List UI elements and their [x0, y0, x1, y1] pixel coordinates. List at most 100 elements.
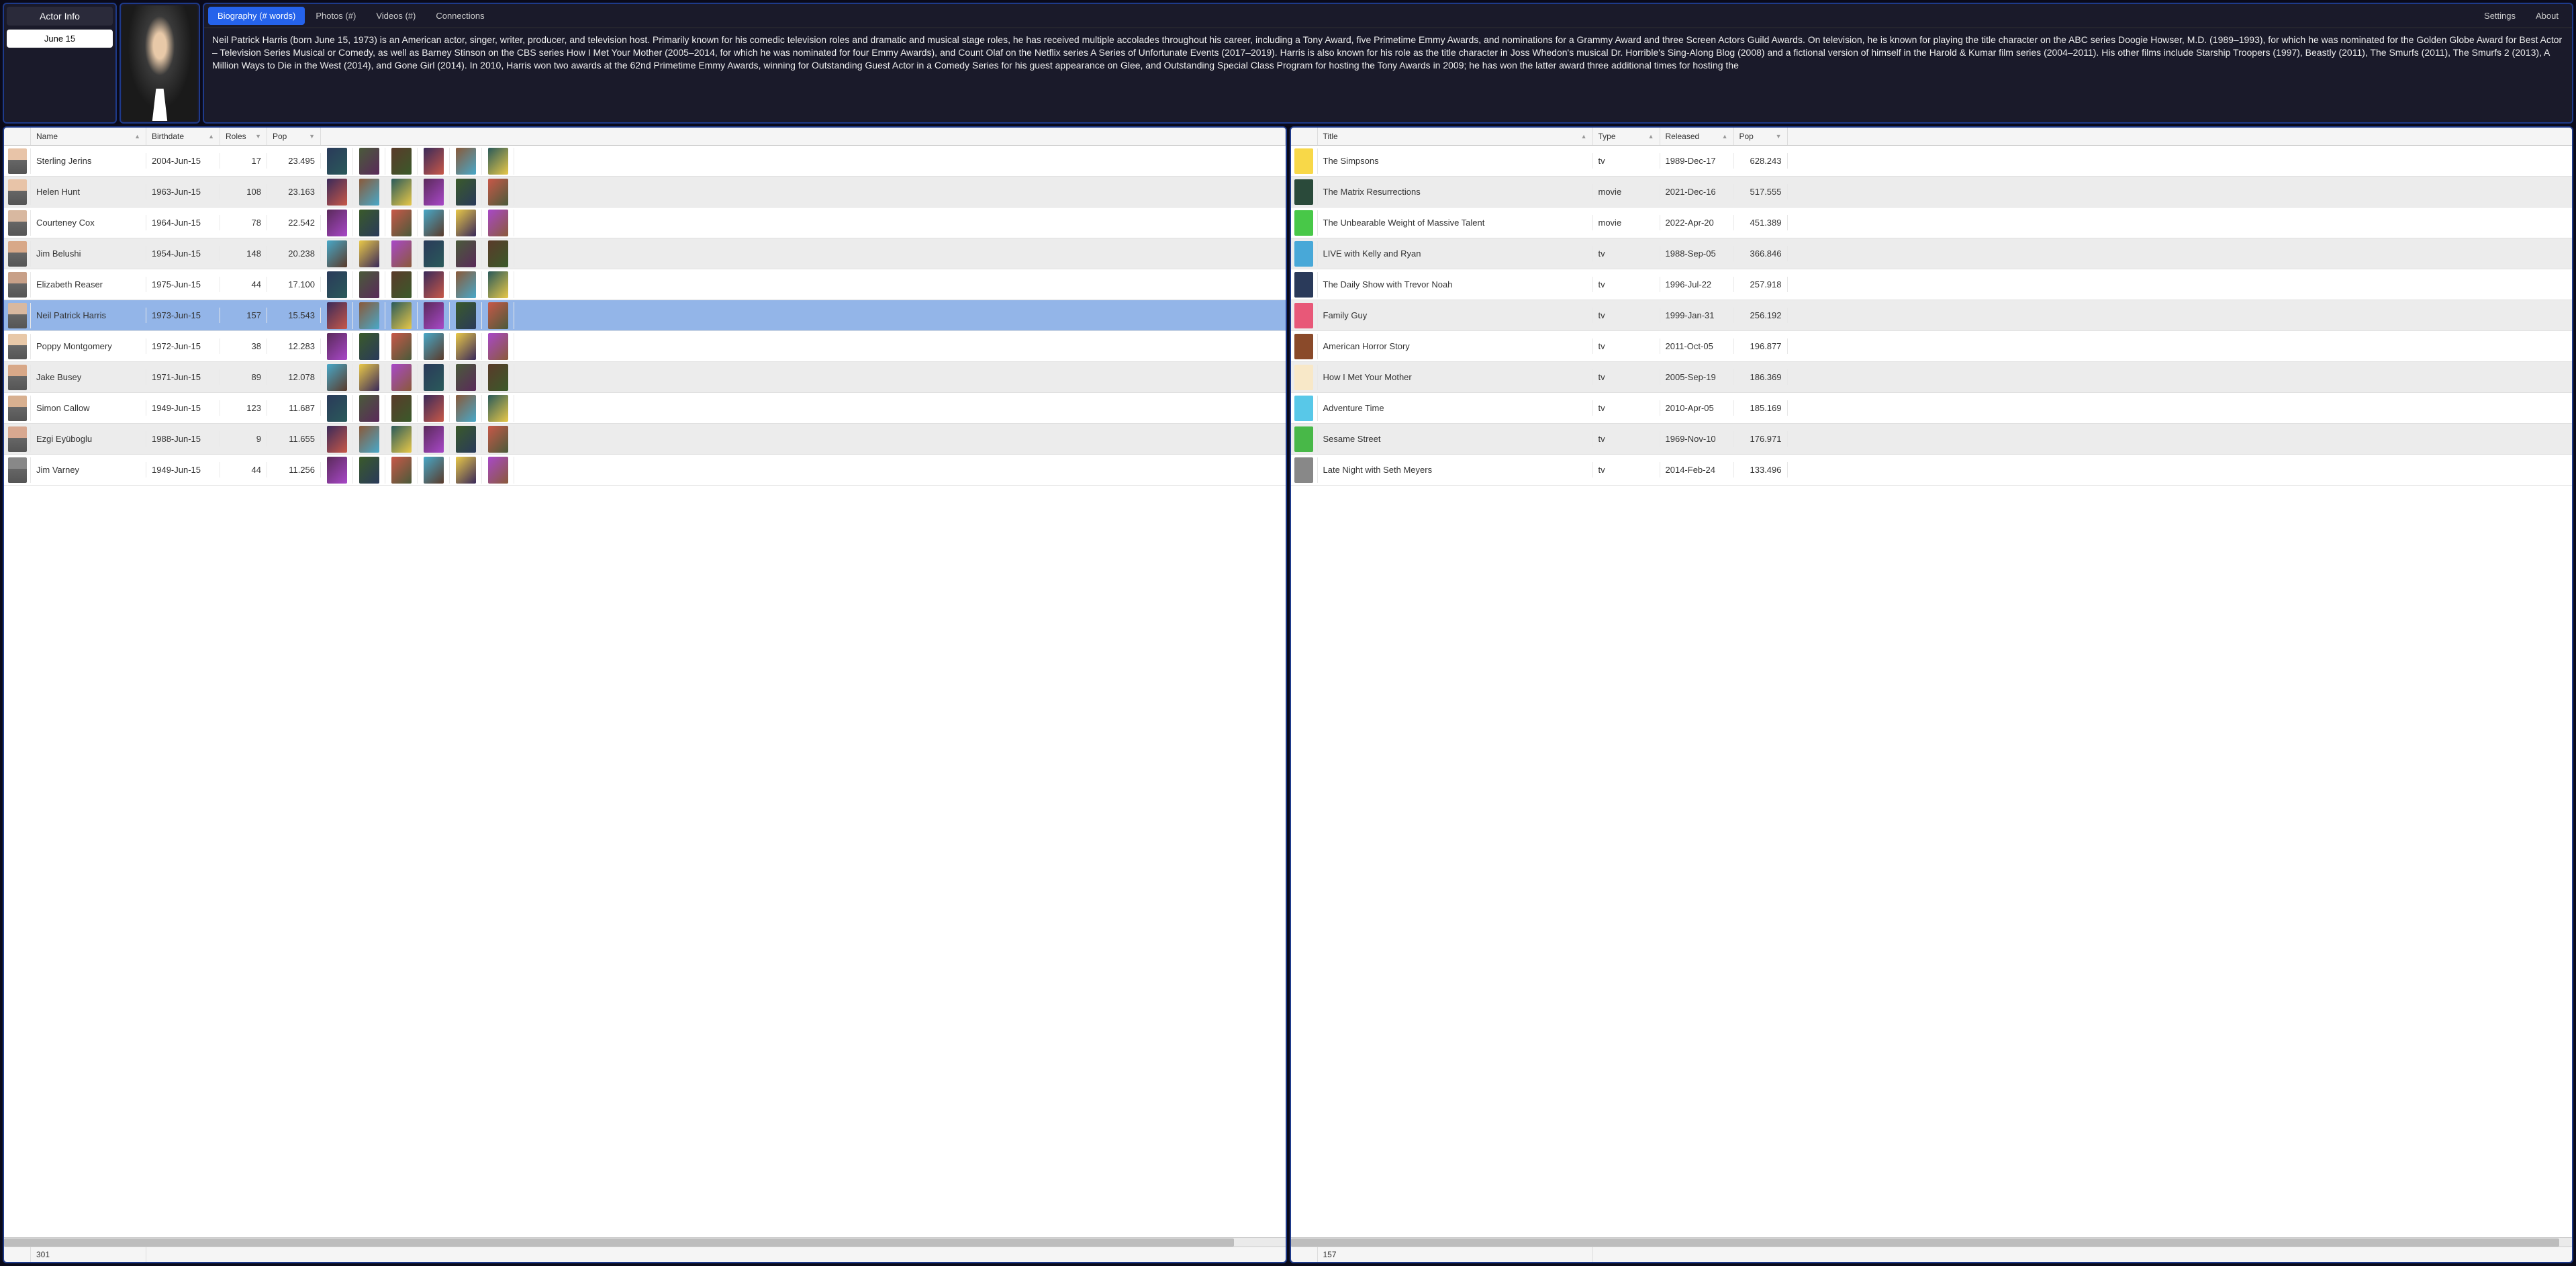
role-poster[interactable] — [327, 364, 347, 391]
role-poster[interactable] — [488, 148, 508, 175]
actor-row[interactable]: Helen Hunt1963-Jun-1510823.163 — [4, 177, 1286, 208]
role-poster[interactable] — [359, 302, 379, 329]
role-poster[interactable] — [327, 148, 347, 175]
col-title[interactable]: Title▲ — [1318, 128, 1593, 145]
title-row[interactable]: How I Met Your Mothertv2005-Sep-19186.36… — [1291, 362, 2573, 393]
actor-row[interactable]: Courteney Cox1964-Jun-157822.542 — [4, 208, 1286, 238]
role-poster[interactable] — [424, 457, 444, 484]
col-name[interactable]: Name▲ — [31, 128, 146, 145]
role-poster[interactable] — [424, 302, 444, 329]
actor-row[interactable]: Poppy Montgomery1972-Jun-153812.283 — [4, 331, 1286, 362]
tab-biography[interactable]: Biography (# words) — [208, 7, 305, 25]
role-poster[interactable] — [391, 302, 412, 329]
role-poster[interactable] — [359, 333, 379, 360]
role-poster[interactable] — [391, 271, 412, 298]
role-poster[interactable] — [327, 457, 347, 484]
role-poster[interactable] — [391, 364, 412, 391]
role-poster[interactable] — [359, 210, 379, 236]
role-poster[interactable] — [424, 426, 444, 453]
role-poster[interactable] — [456, 240, 476, 267]
role-poster[interactable] — [359, 426, 379, 453]
settings-button[interactable]: Settings — [2475, 7, 2525, 25]
actor-row[interactable]: Sterling Jerins2004-Jun-151723.495 — [4, 146, 1286, 177]
role-poster[interactable] — [327, 302, 347, 329]
birthdate-filter[interactable]: June 15 — [7, 30, 113, 48]
role-poster[interactable] — [456, 271, 476, 298]
role-poster[interactable] — [327, 240, 347, 267]
role-poster[interactable] — [424, 395, 444, 422]
role-poster[interactable] — [456, 333, 476, 360]
title-row[interactable]: Late Night with Seth Meyerstv2014-Feb-24… — [1291, 455, 2573, 486]
role-poster[interactable] — [424, 210, 444, 236]
role-poster[interactable] — [391, 148, 412, 175]
actors-hscroll[interactable] — [4, 1237, 1286, 1247]
titles-hscroll[interactable] — [1291, 1237, 2573, 1247]
role-poster[interactable] — [456, 302, 476, 329]
col-birthdate[interactable]: Birthdate▲ — [146, 128, 220, 145]
role-poster[interactable] — [359, 395, 379, 422]
role-poster[interactable] — [391, 240, 412, 267]
role-poster[interactable] — [327, 333, 347, 360]
actor-row[interactable]: Neil Patrick Harris1973-Jun-1515715.543 — [4, 300, 1286, 331]
title-row[interactable]: American Horror Storytv2011-Oct-05196.87… — [1291, 331, 2573, 362]
tab-videos[interactable]: Videos (#) — [367, 7, 425, 25]
role-poster[interactable] — [456, 210, 476, 236]
title-row[interactable]: Adventure Timetv2010-Apr-05185.169 — [1291, 393, 2573, 424]
col-pop[interactable]: Pop▼ — [1734, 128, 1788, 145]
role-poster[interactable] — [424, 240, 444, 267]
role-poster[interactable] — [488, 395, 508, 422]
actor-row[interactable]: Jim Varney1949-Jun-154411.256 — [4, 455, 1286, 486]
role-poster[interactable] — [391, 210, 412, 236]
tab-connections[interactable]: Connections — [426, 7, 493, 25]
title-row[interactable]: Sesame Streettv1969-Nov-10176.971 — [1291, 424, 2573, 455]
col-thumb[interactable] — [4, 128, 31, 145]
col-type[interactable]: Type▲ — [1593, 128, 1660, 145]
about-button[interactable]: About — [2526, 7, 2568, 25]
role-poster[interactable] — [327, 271, 347, 298]
role-poster[interactable] — [424, 271, 444, 298]
role-poster[interactable] — [456, 457, 476, 484]
role-poster[interactable] — [359, 457, 379, 484]
role-poster[interactable] — [359, 179, 379, 206]
title-row[interactable]: The Unbearable Weight of Massive Talentm… — [1291, 208, 2573, 238]
role-poster[interactable] — [488, 333, 508, 360]
titles-grid-body[interactable]: The Simpsonstv1989-Dec-17628.243The Matr… — [1291, 146, 2573, 1237]
role-poster[interactable] — [359, 364, 379, 391]
actor-row[interactable]: Ezgi Eyüboglu1988-Jun-15911.655 — [4, 424, 1286, 455]
role-poster[interactable] — [327, 210, 347, 236]
role-poster[interactable] — [424, 364, 444, 391]
title-row[interactable]: The Simpsonstv1989-Dec-17628.243 — [1291, 146, 2573, 177]
title-row[interactable]: The Daily Show with Trevor Noahtv1996-Ju… — [1291, 269, 2573, 300]
role-poster[interactable] — [456, 179, 476, 206]
actors-grid-body[interactable]: Sterling Jerins2004-Jun-151723.495Helen … — [4, 146, 1286, 1237]
role-poster[interactable] — [488, 179, 508, 206]
role-poster[interactable] — [391, 395, 412, 422]
role-poster[interactable] — [456, 364, 476, 391]
role-poster[interactable] — [359, 240, 379, 267]
role-poster[interactable] — [359, 148, 379, 175]
role-poster[interactable] — [424, 148, 444, 175]
role-poster[interactable] — [424, 333, 444, 360]
role-poster[interactable] — [488, 426, 508, 453]
role-poster[interactable] — [391, 333, 412, 360]
actor-row[interactable]: Simon Callow1949-Jun-1512311.687 — [4, 393, 1286, 424]
title-row[interactable]: LIVE with Kelly and Ryantv1988-Sep-05366… — [1291, 238, 2573, 269]
role-poster[interactable] — [488, 302, 508, 329]
col-released[interactable]: Released▲ — [1660, 128, 1734, 145]
title-row[interactable]: The Matrix Resurrectionsmovie2021-Dec-16… — [1291, 177, 2573, 208]
role-poster[interactable] — [424, 179, 444, 206]
col-pop[interactable]: Pop▼ — [267, 128, 321, 145]
role-poster[interactable] — [391, 179, 412, 206]
role-poster[interactable] — [327, 179, 347, 206]
role-poster[interactable] — [456, 426, 476, 453]
col-thumb[interactable] — [1291, 128, 1318, 145]
role-poster[interactable] — [488, 210, 508, 236]
title-row[interactable]: Family Guytv1999-Jan-31256.192 — [1291, 300, 2573, 331]
actor-row[interactable]: Jake Busey1971-Jun-158912.078 — [4, 362, 1286, 393]
role-poster[interactable] — [456, 148, 476, 175]
role-poster[interactable] — [359, 271, 379, 298]
role-poster[interactable] — [488, 364, 508, 391]
role-poster[interactable] — [391, 457, 412, 484]
role-poster[interactable] — [488, 457, 508, 484]
role-poster[interactable] — [456, 395, 476, 422]
